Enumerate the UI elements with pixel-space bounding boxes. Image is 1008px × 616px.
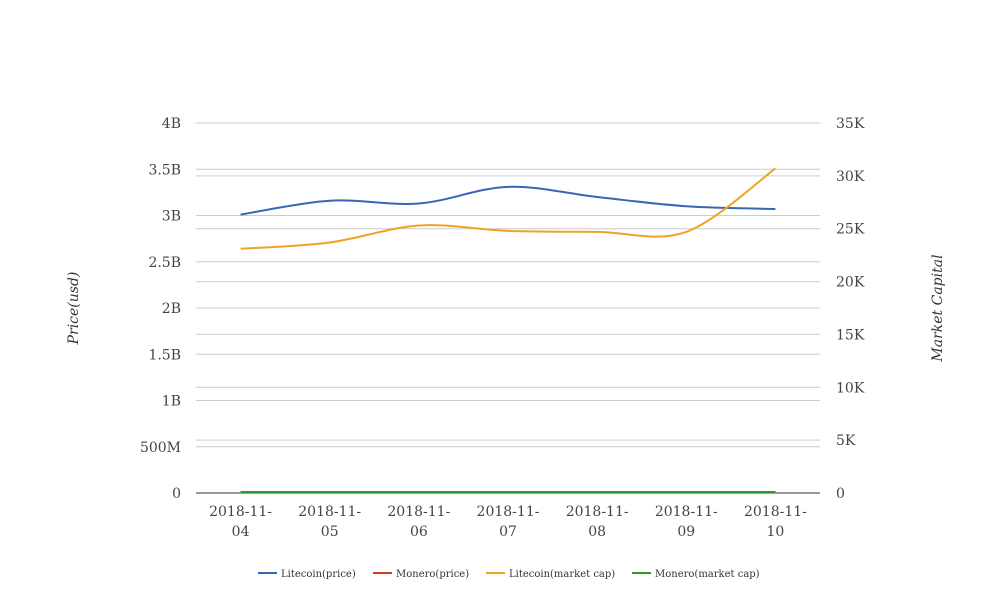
y-right-tick-label: 35K — [836, 116, 865, 132]
legend-label-litecoin-market-cap: Litecoin(market cap) — [509, 569, 615, 580]
y-right-tick-label: 25K — [836, 222, 865, 238]
y-left-tick-label: 1B — [162, 394, 181, 410]
x-tick-label: 2018-11-06 — [387, 504, 450, 540]
x-tick-label: 2018-11-10 — [744, 504, 807, 540]
y-right-tick-label: 15K — [836, 327, 865, 343]
y-right-tick-label: 10K — [836, 380, 865, 396]
y-right-tick-label: 20K — [836, 275, 865, 291]
series-line-litecoin-market-cap — [240, 167, 777, 250]
x-tick-label: 2018-11-04 — [209, 504, 272, 540]
y-right-tick-label: 30K — [836, 169, 865, 185]
x-tick-label: 2018-11-09 — [655, 504, 718, 540]
y-right-axis-title: Market Capital — [930, 254, 946, 362]
y-left-tick-label: 3.5B — [148, 162, 181, 178]
series-lines — [240, 167, 777, 494]
x-tick-label: 2018-11-05 — [298, 504, 361, 540]
y-right-tick-label: 0 — [836, 486, 845, 502]
legend-label-monero-market-cap: Monero(market cap) — [655, 569, 760, 580]
gridlines — [196, 122, 820, 494]
y-left-axis-title: Price(usd) — [66, 272, 82, 346]
y-left-tick-label: 2.5B — [148, 255, 181, 271]
x-tick-label: 2018-11-07 — [477, 504, 540, 540]
y-left-tick-label: 0 — [172, 486, 181, 502]
y-right-tick-label: 5K — [836, 433, 856, 449]
y-left-tick-label: 1.5B — [148, 347, 181, 363]
legend: Litecoin(price) Monero(price) Litecoin(mar… — [258, 569, 760, 580]
x-tick-label: 2018-11-08 — [566, 504, 629, 540]
y-left-tick-label: 2B — [162, 301, 181, 317]
series-line-litecoin-price — [240, 185, 776, 216]
legend-label-monero-price: Monero(price) — [396, 569, 469, 580]
y-left-tick-label: 3B — [162, 209, 181, 225]
axis-ticks: 0 500M 1B 1.5B 2B 2.5B 3B 3.5B 4B 0 5K 10K 15K 20K 25K… — [140, 116, 865, 540]
y-left-tick-label: 500M — [140, 440, 181, 456]
legend-label-litecoin-price: Litecoin(price) — [281, 569, 356, 580]
y-left-tick-label: 4B — [162, 116, 181, 132]
